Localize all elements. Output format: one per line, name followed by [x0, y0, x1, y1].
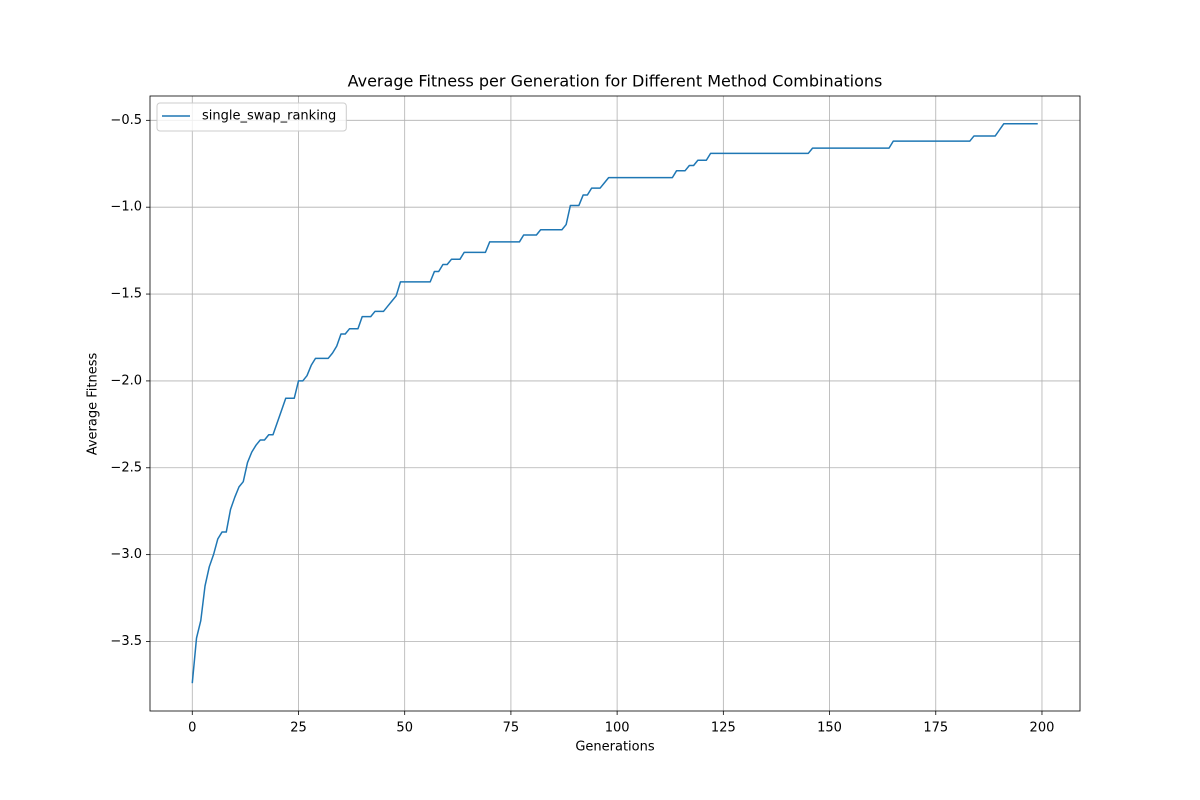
y-tick-label: −2.0 — [110, 373, 142, 388]
y-tick-label: −0.5 — [110, 113, 142, 128]
x-tick-label: 150 — [817, 721, 842, 736]
x-tick-label: 175 — [923, 721, 948, 736]
legend-box — [156, 102, 347, 132]
x-tick-label: 125 — [711, 721, 736, 736]
data-line — [191, 123, 1038, 684]
y-tick-label: −2.5 — [110, 460, 142, 475]
y-tick-label: −1.5 — [110, 287, 142, 302]
x-tick-label: 100 — [605, 721, 630, 736]
x-tick-label: 0 — [188, 721, 196, 736]
x-tick-label: 75 — [503, 721, 520, 736]
x-tick-label: 200 — [1030, 721, 1055, 736]
y-tick-label: −3.0 — [110, 547, 142, 562]
y-axis-label: Average Fitness — [86, 353, 101, 456]
y-tick-label: −1.0 — [110, 200, 142, 215]
chart-title: Average Fitness per Generation for Diffe… — [348, 72, 883, 91]
x-tick-label: 25 — [290, 721, 307, 736]
legend-label: single_swap_ranking — [202, 109, 336, 124]
y-tick-label: −3.5 — [110, 634, 142, 649]
x-axis-label: Generations — [575, 740, 655, 755]
plot-frame — [149, 95, 1081, 712]
x-tick-label: 50 — [396, 721, 413, 736]
